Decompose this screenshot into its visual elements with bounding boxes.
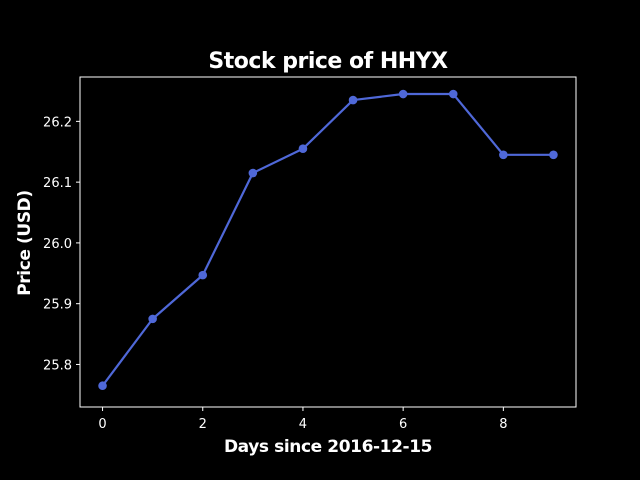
series-group [98, 89, 558, 391]
y-axis-label: Price (USD) [15, 190, 35, 296]
chart-title: Stock price of HHYX [208, 49, 448, 74]
data-point [549, 150, 558, 160]
data-point [398, 89, 408, 99]
x-axis-label: Days since 2016-12-15 [224, 437, 432, 457]
plot-area-frame [79, 76, 577, 408]
data-point [148, 314, 157, 324]
x-tick-label: 6 [399, 417, 407, 432]
x-tick-label: 2 [199, 417, 207, 432]
data-point [248, 168, 258, 178]
data-point [348, 95, 358, 105]
y-tick-label: 25.8 [43, 358, 72, 373]
data-point [98, 381, 107, 391]
data-point [298, 144, 308, 154]
data-point [499, 150, 508, 160]
data-point [448, 89, 458, 99]
x-tick-label: 4 [299, 417, 307, 432]
y-tick-label: 25.9 [43, 298, 72, 313]
axis-ticks: 0 2 4 6 8 25.8 25.9 26.0 26.1 26.2 [43, 115, 507, 432]
y-tick-label: 26.2 [43, 115, 72, 130]
y-tick-label: 26.1 [43, 176, 72, 191]
series-line [101, 92, 555, 387]
y-tick-label: 26.0 [43, 237, 72, 252]
x-tick-label: 8 [499, 417, 507, 432]
data-point [198, 270, 208, 280]
x-tick-label: 0 [98, 417, 106, 432]
